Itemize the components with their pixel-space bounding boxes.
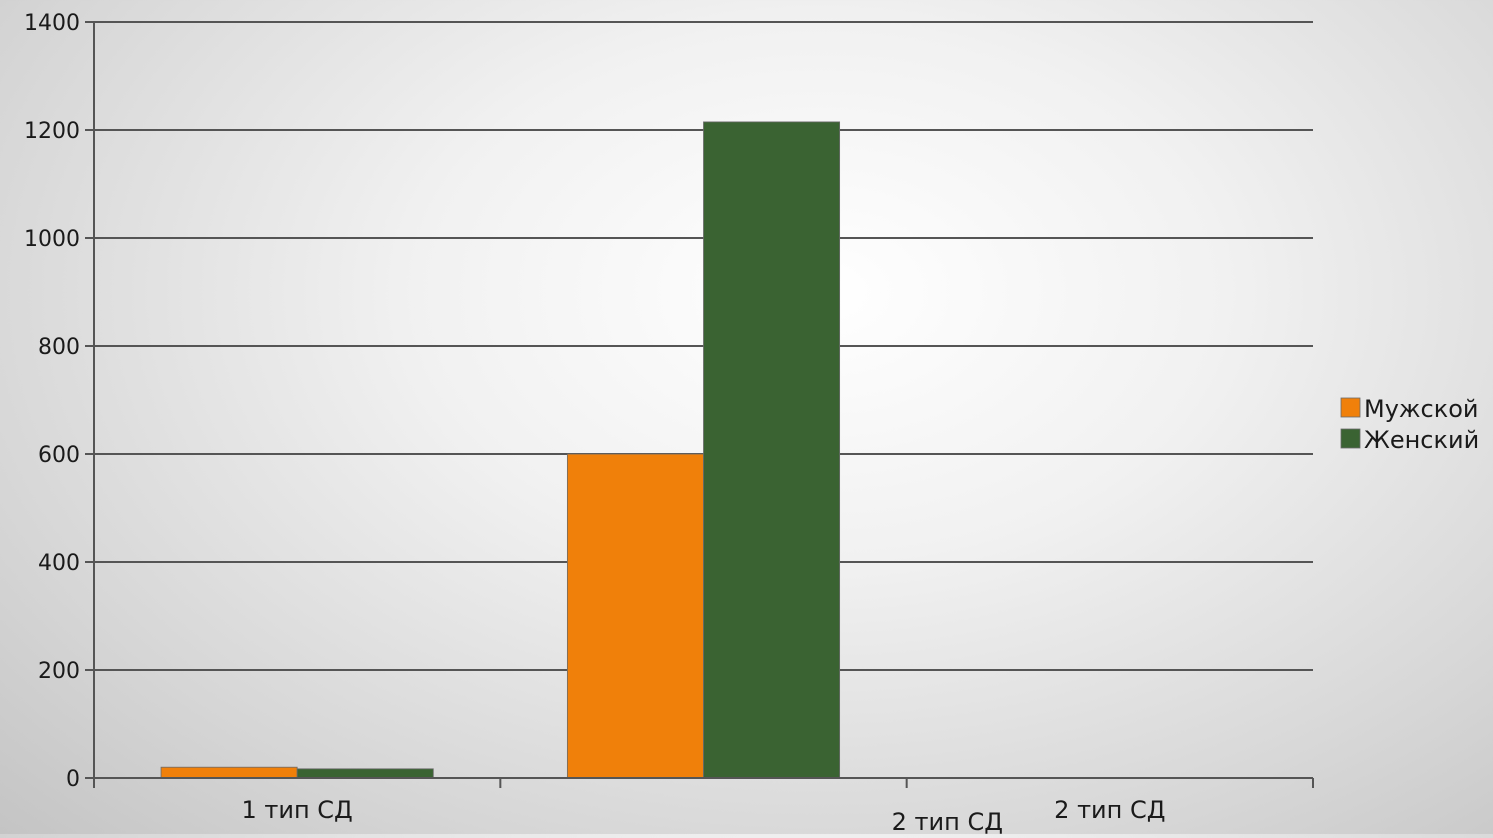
y-tick-label-0: 0 [66,767,80,792]
x-category-label-2: 2 тип СД [1054,796,1165,824]
x-category-label-1: 2 тип СД [892,808,1003,834]
bar-male-1 [566,453,704,779]
y-tick-label-1400: 1400 [24,11,80,36]
bars [160,121,841,779]
axes [85,21,1314,788]
y-tick-label-1200: 1200 [24,119,80,144]
x-category-labels: 1 тип СД 2 тип СД 2 тип СД [242,796,1166,836]
bar-female-1 [703,121,841,779]
legend-label-female: Женский [1364,426,1479,454]
legend-swatch-male [1340,397,1361,418]
y-tick-label-200: 200 [38,659,80,684]
y-tick-label-600: 600 [38,443,80,468]
y-tick-label-800: 800 [38,335,80,360]
legend: Мужской Женский [1340,395,1479,454]
legend-swatch-female [1340,428,1361,449]
y-tick-label-1000: 1000 [24,227,80,252]
y-tick-labels: 0 200 400 600 800 1000 1200 1400 [24,11,80,792]
legend-label-male: Мужской [1364,395,1479,423]
bar-female-0 [296,768,434,779]
bar-male-0 [160,766,298,779]
x-category-label-0: 1 тип СД [242,796,353,824]
y-tick-label-400: 400 [38,551,80,576]
